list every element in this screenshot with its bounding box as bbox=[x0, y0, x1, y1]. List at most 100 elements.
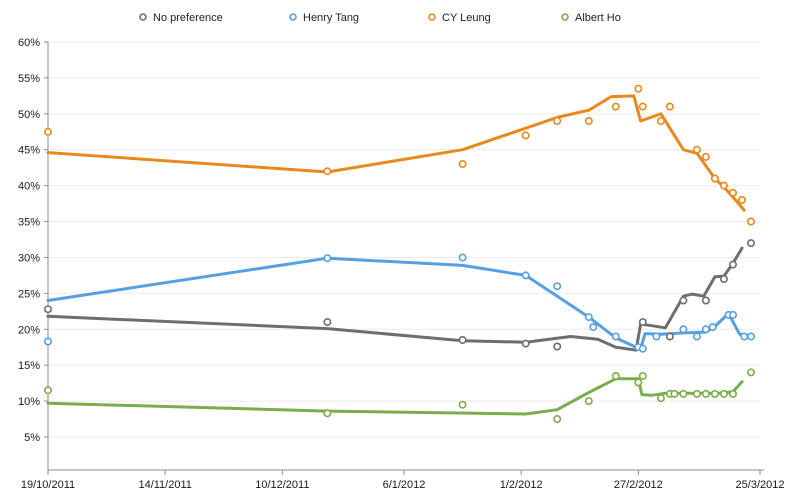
data-point-no-preference bbox=[638, 318, 647, 327]
legend-marker-albert-ho bbox=[561, 13, 569, 21]
data-point-cy-leung bbox=[43, 127, 52, 136]
data-point-albert-ho bbox=[553, 414, 562, 423]
data-point-no-preference bbox=[719, 274, 728, 283]
chart-legend: No preference Henry Tang CY Leung Albert Ho bbox=[139, 12, 621, 24]
legend-item-henry-tang: Henry Tang bbox=[289, 12, 359, 24]
data-point-albert-ho bbox=[611, 371, 620, 380]
data-point-albert-ho bbox=[679, 389, 688, 398]
y-tick-label: 25% bbox=[18, 288, 40, 300]
legend-label: No preference bbox=[153, 12, 223, 24]
data-point-henry-tang bbox=[652, 332, 661, 341]
legend-marker-no-preference bbox=[139, 13, 147, 21]
data-point-no-preference bbox=[665, 332, 674, 341]
y-tick-label: 50% bbox=[18, 109, 40, 121]
x-tick-label: 14/11/2011 bbox=[138, 479, 191, 491]
y-tick-label: 35% bbox=[18, 217, 40, 229]
x-tick-label: 19/10/2011 bbox=[21, 479, 75, 491]
data-point-albert-ho bbox=[458, 400, 467, 409]
legend-item-albert-ho: Albert Ho bbox=[561, 12, 621, 24]
data-point-henry-tang bbox=[701, 325, 710, 334]
data-point-cy-leung bbox=[737, 196, 746, 205]
x-tick-label: 6/1/2012 bbox=[383, 479, 426, 491]
data-point-no-preference bbox=[458, 335, 467, 344]
data-point-cy-leung bbox=[553, 117, 562, 126]
data-point-cy-leung bbox=[584, 117, 593, 126]
axes bbox=[47, 42, 764, 475]
y-tick-label: 10% bbox=[18, 396, 40, 408]
data-point-cy-leung bbox=[665, 102, 674, 111]
data-point-no-preference bbox=[679, 296, 688, 305]
data-point-albert-ho bbox=[584, 397, 593, 406]
data-point-henry-tang bbox=[323, 254, 332, 263]
data-point-henry-tang bbox=[740, 332, 749, 341]
data-point-cy-leung bbox=[746, 217, 755, 226]
y-tick-label: 30% bbox=[18, 252, 40, 264]
data-point-henry-tang bbox=[521, 271, 530, 280]
data-point-henry-tang bbox=[708, 323, 717, 332]
data-point-cy-leung bbox=[701, 152, 710, 161]
data-point-no-preference bbox=[728, 260, 737, 269]
data-point-cy-leung bbox=[656, 117, 665, 126]
x-tick-label: 25/3/2012 bbox=[736, 479, 785, 491]
data-point-no-preference bbox=[521, 339, 530, 348]
data-point-cy-leung bbox=[611, 102, 620, 111]
data-point-cy-leung bbox=[638, 102, 647, 111]
data-point-albert-ho bbox=[634, 378, 643, 387]
y-tick-label: 60% bbox=[18, 37, 40, 49]
x-axis-labels: 19/10/2011 14/11/2011 10/12/2011 6/1/2012 1/… bbox=[21, 479, 785, 491]
data-point-henry-tang bbox=[553, 282, 562, 291]
data-point-henry-tang bbox=[746, 332, 755, 341]
trend-line-henry-tang bbox=[46, 256, 748, 351]
legend-marker-cy-leung bbox=[428, 13, 436, 21]
data-point-no-preference bbox=[746, 239, 755, 248]
data-point-albert-ho bbox=[670, 389, 679, 398]
y-tick-label: 40% bbox=[18, 181, 40, 193]
trend-lines bbox=[46, 94, 748, 416]
data-point-no-preference bbox=[553, 342, 562, 351]
data-point-albert-ho bbox=[323, 409, 332, 418]
legend-label: Albert Ho bbox=[575, 12, 621, 24]
data-point-henry-tang bbox=[589, 323, 598, 332]
data-point-no-preference bbox=[701, 296, 710, 305]
data-points-cy-leung bbox=[43, 84, 755, 226]
y-axis-labels: 5% 10% 15% 20% 25% 30% 35% 40% 45% 50% 55% 60% bbox=[18, 37, 40, 444]
data-point-albert-ho bbox=[638, 371, 647, 380]
data-point-cy-leung bbox=[719, 181, 728, 190]
y-tick-label: 20% bbox=[18, 324, 40, 336]
data-point-henry-tang bbox=[458, 253, 467, 262]
data-points bbox=[43, 84, 755, 423]
data-point-henry-tang bbox=[611, 332, 620, 341]
trend-line-cy-leung bbox=[46, 94, 746, 212]
data-point-albert-ho bbox=[701, 389, 710, 398]
data-point-cy-leung bbox=[634, 84, 643, 93]
y-tick-label: 15% bbox=[18, 360, 40, 372]
x-tick-label: 27/2/2012 bbox=[614, 479, 663, 491]
trend-line-no-preference bbox=[46, 246, 744, 352]
data-point-cy-leung bbox=[728, 188, 737, 197]
data-point-henry-tang bbox=[584, 313, 593, 322]
data-point-henry-tang bbox=[679, 325, 688, 334]
data-point-cy-leung bbox=[710, 174, 719, 183]
x-tick-label: 10/12/2011 bbox=[255, 479, 309, 491]
data-point-henry-tang bbox=[43, 337, 52, 346]
legend-item-no-preference: No preference bbox=[139, 12, 223, 24]
data-point-henry-tang bbox=[728, 310, 737, 319]
data-point-henry-tang bbox=[638, 344, 647, 353]
data-point-albert-ho bbox=[710, 389, 719, 398]
y-tick-label: 5% bbox=[24, 432, 40, 444]
data-point-albert-ho bbox=[43, 386, 52, 395]
y-tick-label: 45% bbox=[18, 145, 40, 157]
legend-label: CY Leung bbox=[442, 12, 491, 24]
data-point-albert-ho bbox=[692, 389, 701, 398]
data-point-cy-leung bbox=[521, 131, 530, 140]
legend-item-cy-leung: CY Leung bbox=[428, 12, 491, 24]
data-points-no-preference bbox=[43, 239, 755, 351]
data-point-cy-leung bbox=[458, 160, 467, 169]
legend-marker-henry-tang bbox=[289, 13, 297, 21]
data-point-albert-ho bbox=[719, 389, 728, 398]
data-point-no-preference bbox=[323, 318, 332, 327]
data-point-no-preference bbox=[43, 305, 52, 314]
data-point-albert-ho bbox=[746, 368, 755, 377]
